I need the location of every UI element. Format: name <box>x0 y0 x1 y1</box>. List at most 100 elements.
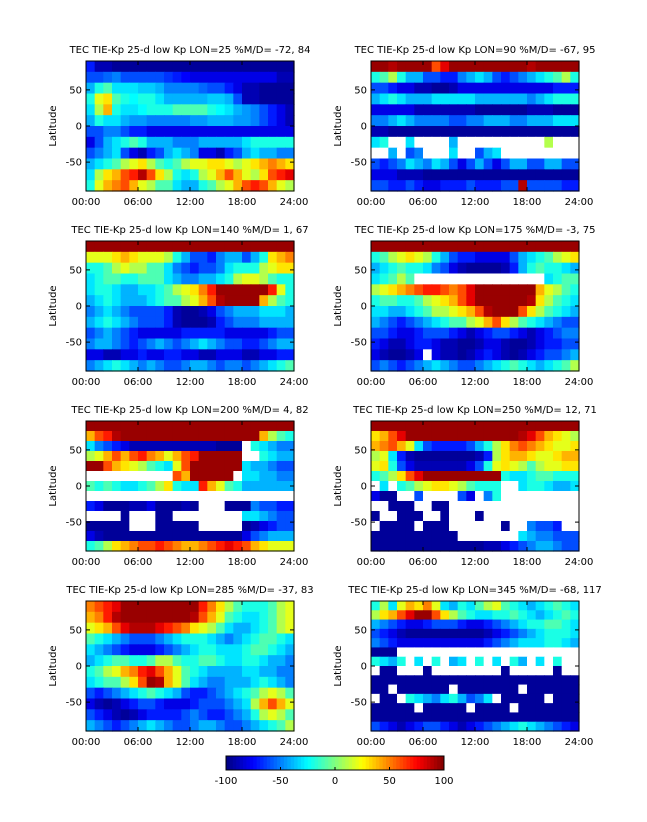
heatmap-cell <box>475 712 485 723</box>
heatmap-cell <box>86 441 96 452</box>
heatmap-cell <box>233 262 243 275</box>
heatmap-cell <box>431 273 441 285</box>
heatmap-cell <box>172 136 182 149</box>
heatmap-cell <box>190 82 200 95</box>
heatmap-cell <box>259 709 269 721</box>
heatmap-cell <box>276 262 286 275</box>
heatmap-cell <box>423 461 433 472</box>
heatmap-cell <box>172 698 182 710</box>
heatmap-cell <box>94 720 104 732</box>
heatmap-cell <box>518 115 528 127</box>
heatmap-cell <box>198 666 208 678</box>
heatmap-cell <box>527 349 537 361</box>
heatmap-cell <box>224 180 234 192</box>
colorbar-swatch <box>266 756 271 770</box>
heatmap-cell <box>397 338 407 350</box>
heatmap-cell <box>509 327 519 340</box>
heatmap-cell <box>501 451 511 462</box>
heatmap-cell <box>414 541 424 552</box>
heatmap-cell <box>483 169 493 181</box>
heatmap-cell <box>570 295 580 307</box>
heatmap-cell <box>120 316 130 329</box>
heatmap-cell <box>190 461 200 472</box>
heatmap-cell <box>544 491 554 502</box>
heatmap-cell <box>233 521 243 532</box>
heatmap-cell <box>198 241 208 253</box>
heatmap-cell <box>379 541 389 552</box>
heatmap-cell <box>224 284 234 296</box>
heatmap-cell <box>449 306 459 318</box>
heatmap-cell <box>457 262 467 275</box>
heatmap-cell <box>561 531 571 542</box>
heatmap-cell <box>509 93 519 105</box>
y-tick-label: -50 <box>351 338 367 349</box>
heatmap-cell <box>207 501 217 512</box>
heatmap-cell <box>440 169 450 181</box>
heatmap-cell <box>250 71 260 84</box>
heatmap-cell <box>397 295 407 307</box>
heatmap-cell <box>423 115 433 127</box>
heatmap-cell <box>535 675 545 686</box>
heatmap-cell <box>544 619 554 630</box>
heatmap-cell <box>86 541 96 552</box>
heatmap-cell <box>518 521 528 532</box>
heatmap-cell <box>405 451 415 462</box>
heatmap-cell <box>449 136 459 149</box>
heatmap-cell <box>112 421 122 432</box>
heatmap-cell <box>181 126 191 138</box>
heatmap-cell <box>388 82 398 95</box>
heatmap-cell <box>405 136 415 149</box>
heatmap-cell <box>475 647 485 658</box>
heatmap-cell <box>138 441 148 452</box>
heatmap-cell <box>466 461 476 472</box>
heatmap-cell <box>379 306 389 318</box>
heatmap-cell <box>371 158 381 170</box>
heatmap-cell <box>527 327 537 340</box>
heatmap-cell <box>440 421 450 432</box>
heatmap-cell <box>138 71 148 84</box>
heatmap-cell <box>112 262 122 275</box>
heatmap-cell <box>242 720 252 732</box>
heatmap-cell <box>224 491 234 502</box>
heatmap-cell <box>553 180 563 192</box>
heatmap-cell <box>379 126 389 138</box>
heatmap-cell <box>112 611 122 624</box>
heatmap-cell <box>457 431 467 442</box>
heatmap-cell <box>129 306 139 318</box>
heatmap-cell <box>561 471 571 482</box>
heatmap-cell <box>207 687 217 700</box>
heatmap-cell <box>129 147 139 160</box>
chart-title: TEC TIE-Kp 25-d low Kp LON=200 %M/D= 4, … <box>70 405 308 416</box>
heatmap-cell <box>475 360 485 372</box>
x-tick-label: 18:00 <box>228 737 257 748</box>
heatmap-cell <box>527 441 537 452</box>
heatmap-cell <box>544 675 554 686</box>
heatmap-cell <box>475 656 485 667</box>
heatmap-cell <box>553 628 563 639</box>
heatmap-cell <box>423 693 433 704</box>
heatmap-cell <box>492 61 502 73</box>
heatmap-cell <box>535 531 545 542</box>
heatmap-cell <box>423 491 433 502</box>
heatmap-cell <box>535 684 545 695</box>
heatmap-cell <box>501 666 511 676</box>
heatmap-cell <box>112 431 122 442</box>
heatmap-cell <box>233 295 243 307</box>
heatmap-cell <box>483 316 493 329</box>
heatmap-cell <box>449 721 459 732</box>
heatmap-cell <box>449 273 459 285</box>
heatmap-cell <box>423 158 433 170</box>
heatmap-cell <box>509 241 519 253</box>
heatmap-cell <box>120 136 130 149</box>
heatmap-cell <box>112 360 122 372</box>
heatmap-cell <box>440 306 450 318</box>
heatmap-cell <box>483 675 493 686</box>
heatmap-cell <box>414 262 424 275</box>
heatmap-cell <box>431 721 441 732</box>
heatmap-cell <box>388 501 398 512</box>
heatmap-cell <box>190 709 200 721</box>
heatmap-cell <box>423 82 433 95</box>
heatmap-cell <box>250 126 260 138</box>
x-tick-label: 12:00 <box>461 377 490 388</box>
heatmap-cell <box>172 501 182 512</box>
